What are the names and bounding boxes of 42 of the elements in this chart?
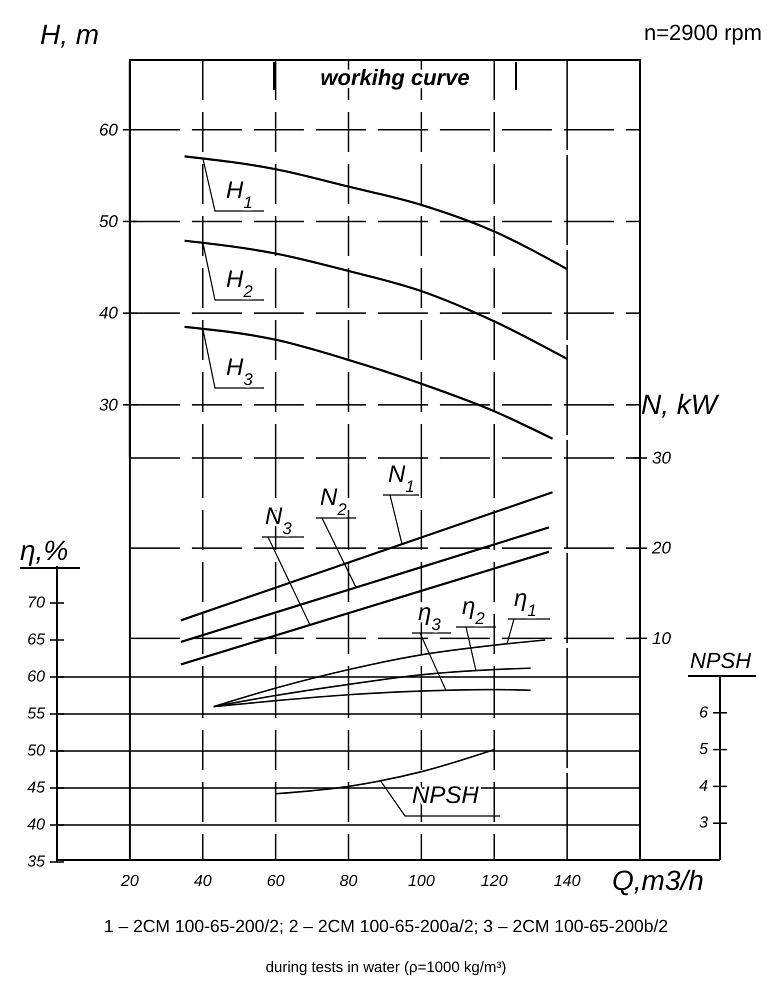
- y-axis-title: N, kW: [641, 389, 720, 420]
- y-tick-label: 30: [652, 448, 672, 468]
- x-tick-label: 20: [120, 873, 139, 890]
- x-tick-label: 120: [480, 873, 508, 890]
- x-tick-label: 40: [194, 873, 212, 890]
- y-tick-label: 40: [27, 816, 46, 834]
- y-tick-label: 45: [27, 780, 46, 796]
- text: 1 – 2CM 100-65-200/2; 2 – 2CM 100-65-200a/2; 3 – 2CM 100-65-200b/2: [104, 916, 668, 936]
- legend-label: H$_{1}$: [226, 177, 253, 212]
- x-tick-label: 80: [340, 873, 358, 890]
- legend-label: η$_{2}$: [462, 593, 486, 628]
- y-tick-label: 35: [27, 854, 46, 870]
- y-tick-label: 50: [98, 212, 118, 231]
- legend-label: H$_{3}$: [226, 354, 254, 388]
- y-axis-title: H, m: [40, 19, 100, 50]
- text: n=2900 rpm: [644, 20, 762, 45]
- legend-label: H$_{2}$: [226, 266, 254, 300]
- y-tick-label: 20: [651, 538, 672, 558]
- y-tick-label: 70: [27, 594, 46, 612]
- y-tick-label: 60: [98, 120, 118, 140]
- y-tick-label: 10: [652, 628, 672, 648]
- y-tick-label: 40: [98, 304, 118, 323]
- legend-label: η$_{3}$: [418, 599, 442, 634]
- y-axis-title: NPSH: [690, 648, 752, 673]
- y-tick-label: 55: [27, 706, 46, 722]
- y-tick-label: 6: [699, 704, 708, 722]
- y-axis-title: η,%: [20, 535, 68, 566]
- y-tick-label: 4: [699, 778, 708, 795]
- legend-label: N$_{1}$: [388, 461, 415, 496]
- x-tick-label: 100: [408, 873, 435, 890]
- x-tick-label: 140: [554, 873, 581, 890]
- y-tick-label: 5: [699, 741, 708, 758]
- x-axis-title: Q,m3/h: [612, 865, 704, 896]
- x-tick-label: 60: [266, 873, 285, 890]
- legend-label: N$_{2}$: [320, 484, 348, 518]
- y-tick-label: 3: [699, 814, 708, 832]
- y-tick-label: 65: [27, 632, 46, 648]
- y-tick-label: 50: [27, 742, 46, 760]
- y-tick-label: 30: [98, 395, 118, 414]
- legend-label: η$_{1}$: [514, 585, 537, 620]
- text: during tests in water (ρ=1000 kg/m³): [266, 959, 506, 976]
- y-tick-label: 60: [27, 668, 46, 686]
